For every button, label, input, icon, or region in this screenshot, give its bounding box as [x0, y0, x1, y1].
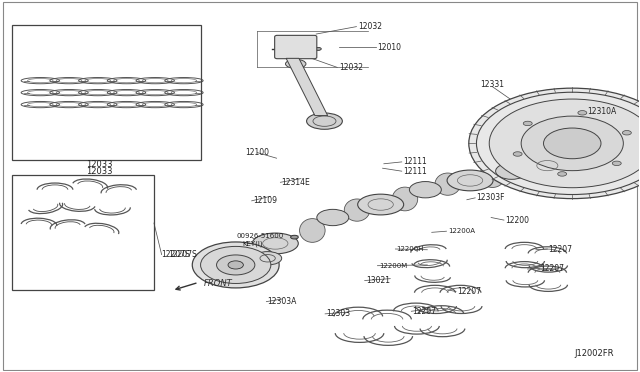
Text: J12002FR: J12002FR: [574, 349, 614, 358]
Text: 12207: 12207: [413, 307, 436, 316]
Ellipse shape: [479, 164, 505, 187]
Text: 12207S: 12207S: [168, 250, 196, 259]
Ellipse shape: [192, 242, 279, 288]
Text: 12033: 12033: [86, 160, 113, 169]
Ellipse shape: [612, 161, 621, 166]
Text: 12207: 12207: [458, 287, 481, 296]
Text: 12032: 12032: [358, 22, 382, 31]
Text: 12200A: 12200A: [448, 228, 475, 234]
FancyBboxPatch shape: [275, 35, 317, 59]
Ellipse shape: [216, 255, 255, 275]
Ellipse shape: [524, 121, 532, 126]
Ellipse shape: [228, 261, 243, 269]
Ellipse shape: [344, 199, 370, 221]
Ellipse shape: [392, 187, 418, 211]
Text: 12303F: 12303F: [476, 193, 505, 202]
Text: 12310A: 12310A: [587, 108, 616, 116]
Ellipse shape: [358, 194, 404, 215]
Ellipse shape: [252, 233, 298, 254]
Text: 12032: 12032: [339, 63, 363, 72]
Ellipse shape: [307, 113, 342, 129]
Ellipse shape: [435, 173, 461, 195]
Text: 12303A: 12303A: [268, 297, 297, 306]
Text: 13021: 13021: [366, 276, 390, 285]
Ellipse shape: [317, 209, 349, 226]
Bar: [12, 175, 154, 290]
Polygon shape: [286, 58, 328, 116]
Ellipse shape: [489, 99, 640, 188]
Text: 00926-51600: 00926-51600: [237, 233, 284, 239]
Ellipse shape: [253, 251, 282, 265]
Ellipse shape: [518, 157, 541, 179]
Text: 12331: 12331: [481, 80, 504, 89]
Text: 12200M: 12200M: [379, 263, 407, 269]
Ellipse shape: [285, 60, 306, 68]
Text: 12207S: 12207S: [162, 250, 190, 259]
Bar: [12, 25, 200, 160]
Ellipse shape: [495, 163, 527, 179]
Text: 12207: 12207: [540, 264, 564, 273]
Ellipse shape: [291, 235, 298, 239]
Text: 12303: 12303: [326, 310, 351, 318]
Ellipse shape: [315, 47, 321, 50]
Ellipse shape: [200, 246, 271, 283]
Text: 12111: 12111: [403, 167, 427, 176]
Ellipse shape: [513, 152, 522, 156]
Ellipse shape: [622, 131, 631, 135]
Ellipse shape: [557, 172, 566, 176]
Ellipse shape: [300, 219, 325, 242]
Text: 12314E: 12314E: [282, 178, 310, 187]
Text: FRONT: FRONT: [204, 279, 232, 288]
Ellipse shape: [468, 88, 640, 199]
Ellipse shape: [410, 182, 442, 198]
Text: KEY(I): KEY(I): [242, 240, 262, 247]
Ellipse shape: [578, 110, 587, 115]
Ellipse shape: [447, 170, 493, 191]
Text: 12033: 12033: [86, 167, 113, 176]
Ellipse shape: [543, 128, 601, 159]
Text: 12111: 12111: [403, 157, 427, 166]
Ellipse shape: [521, 116, 623, 171]
Text: 12109: 12109: [253, 196, 277, 205]
Text: 12100: 12100: [245, 148, 269, 157]
Text: 12200: 12200: [505, 216, 529, 225]
Ellipse shape: [528, 156, 566, 175]
Text: 12200H: 12200H: [397, 246, 424, 252]
Text: 12207: 12207: [548, 244, 573, 253]
Text: 12010: 12010: [378, 42, 401, 51]
